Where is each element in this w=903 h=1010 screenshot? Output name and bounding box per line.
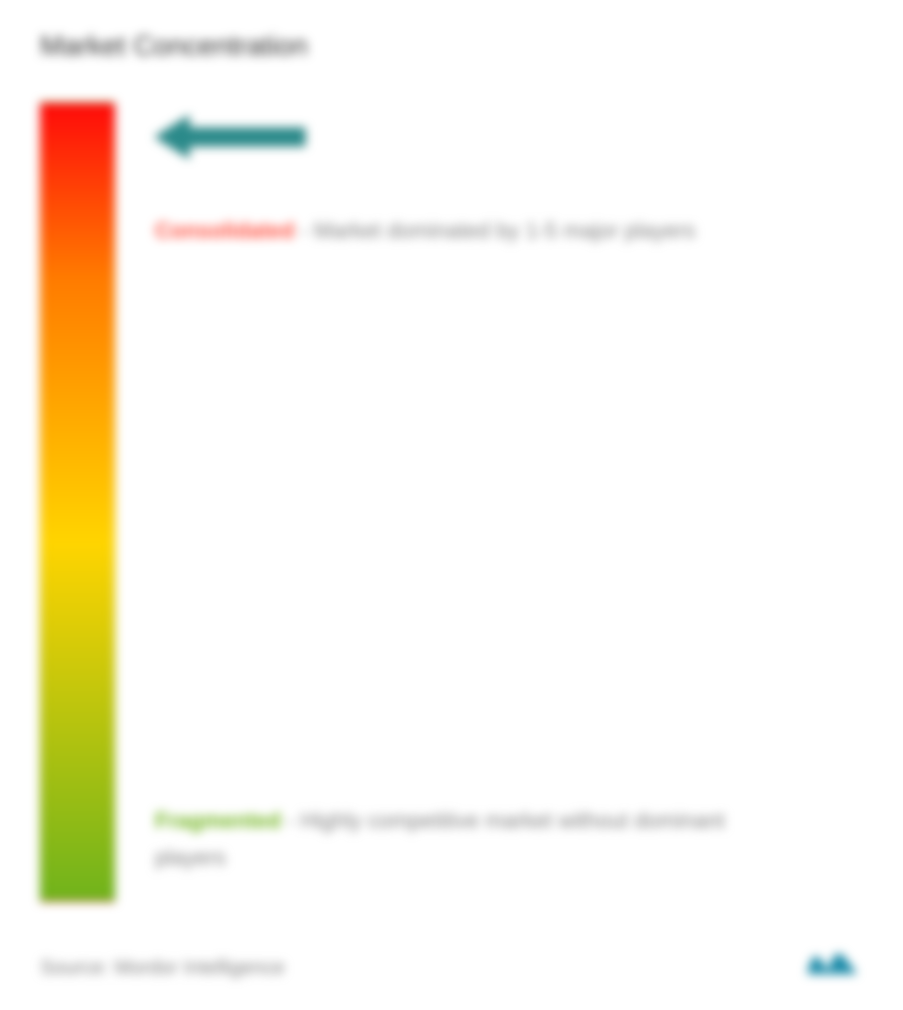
concentration-gradient-bar <box>40 102 115 902</box>
fragmented-label: Fragmented <box>155 808 281 833</box>
indicator-arrow <box>155 112 335 167</box>
fragmented-description: Fragmented - Highly competitive market w… <box>155 802 775 877</box>
brand-logo <box>803 940 863 980</box>
consolidated-text: - Market dominated by 1-5 major players <box>300 218 695 243</box>
consolidated-label: Consolidated <box>155 218 294 243</box>
diagram-content: Consolidated - Market dominated by 1-5 m… <box>40 102 863 922</box>
consolidated-description: Consolidated - Market dominated by 1-5 m… <box>155 212 695 249</box>
logo-icon <box>803 940 863 980</box>
text-area: Consolidated - Market dominated by 1-5 m… <box>115 102 863 922</box>
source-attribution: Source: Mordor Intelligence <box>40 957 285 980</box>
page-title: Market Concentration <box>40 30 863 62</box>
footer: Source: Mordor Intelligence <box>40 940 863 980</box>
